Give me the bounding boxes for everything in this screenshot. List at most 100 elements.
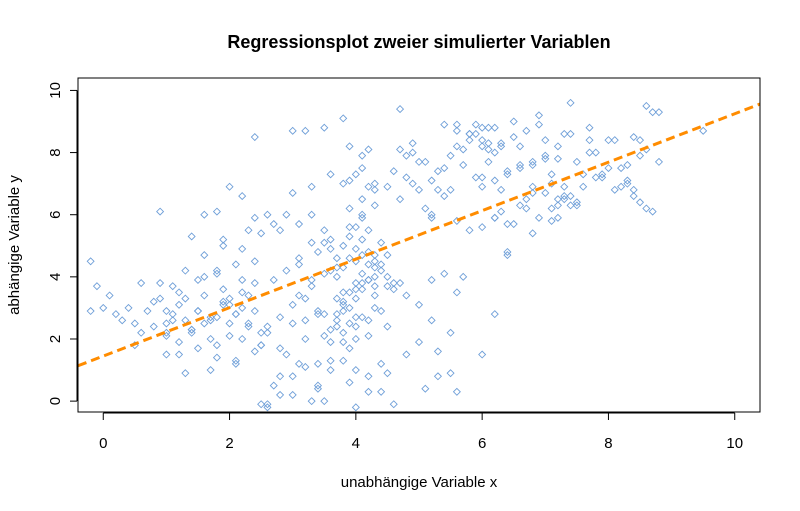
data-point <box>547 170 556 179</box>
data-point <box>490 176 499 185</box>
data-point <box>250 257 259 266</box>
data-point <box>282 210 291 219</box>
data-point <box>553 142 562 151</box>
data-point <box>320 331 329 340</box>
data-point <box>572 201 581 210</box>
data-point <box>345 204 354 213</box>
x-tick-label: 4 <box>352 435 360 452</box>
data-point <box>471 120 480 129</box>
data-point <box>212 341 221 350</box>
data-point <box>345 319 354 328</box>
data-point <box>478 142 487 151</box>
data-point <box>288 390 297 399</box>
y-tick-label: 2 <box>47 335 64 343</box>
y-tick-label: 10 <box>47 82 64 99</box>
data-point <box>452 387 461 396</box>
data-point <box>250 132 259 142</box>
data-point <box>598 173 607 182</box>
data-point <box>238 288 247 297</box>
data-point <box>206 313 215 322</box>
data-point <box>364 182 373 191</box>
data-point <box>370 179 379 188</box>
data-point <box>572 198 581 207</box>
data-point <box>370 291 379 300</box>
data-point <box>528 157 537 166</box>
data-point <box>332 263 341 272</box>
data-point <box>332 294 341 303</box>
data-point <box>522 204 531 213</box>
data-point <box>263 400 272 409</box>
data-point <box>490 310 499 319</box>
data-point <box>364 372 373 381</box>
data-point <box>446 369 455 378</box>
y-axis: 0 2 4 6 8 10 <box>47 82 78 405</box>
data-point <box>560 129 569 138</box>
data-point <box>623 176 632 185</box>
data-point <box>383 282 392 291</box>
data-point <box>276 372 285 381</box>
data-point <box>130 319 139 328</box>
data-point <box>187 328 196 337</box>
data-point <box>231 359 240 368</box>
data-point <box>459 272 468 281</box>
data-point <box>351 403 360 412</box>
data-point <box>471 129 480 138</box>
data-point <box>389 167 398 176</box>
data-point <box>534 213 544 222</box>
data-point <box>383 272 392 281</box>
data-point <box>307 282 316 291</box>
data-point <box>408 179 417 188</box>
data-point <box>257 341 266 350</box>
data-point <box>364 226 373 235</box>
data-point <box>212 266 221 275</box>
data-point <box>339 241 348 250</box>
data-point <box>459 145 468 154</box>
y-axis-label: abhängige Variable y <box>6 175 23 315</box>
data-point <box>364 387 373 396</box>
data-point <box>288 188 297 197</box>
data-point <box>635 198 645 207</box>
data-point <box>345 176 354 185</box>
data-point <box>263 328 272 337</box>
data-point <box>370 201 379 210</box>
data-point <box>351 244 360 253</box>
data-point <box>313 310 322 319</box>
data-point <box>200 210 209 219</box>
data-point <box>484 157 493 166</box>
data-point <box>149 297 158 306</box>
data-point <box>351 322 360 331</box>
data-point <box>351 313 360 322</box>
data-point <box>238 244 247 253</box>
data-point <box>162 306 171 316</box>
data-point <box>351 294 360 303</box>
data-point <box>528 229 537 238</box>
data-point <box>617 182 626 191</box>
data-point <box>345 254 354 263</box>
data-point <box>648 108 657 117</box>
data-point <box>326 325 335 334</box>
data-point <box>699 126 708 135</box>
data-point <box>358 210 367 219</box>
data-point <box>339 179 348 188</box>
data-point <box>503 167 512 176</box>
data-point <box>339 297 348 306</box>
x-tick-label: 0 <box>99 435 107 452</box>
data-point <box>339 114 348 123</box>
data-point <box>175 350 184 359</box>
data-point <box>396 105 405 114</box>
data-point <box>490 213 499 222</box>
data-point <box>339 288 348 297</box>
data-point <box>351 366 360 375</box>
data-point <box>345 288 354 297</box>
data-point <box>427 176 436 185</box>
data-point <box>351 285 360 294</box>
data-point <box>528 160 537 170</box>
data-point <box>490 213 499 222</box>
data-point <box>301 362 310 371</box>
data-point <box>257 400 266 409</box>
data-point <box>478 350 487 359</box>
data-point <box>414 300 424 309</box>
data-point <box>219 297 228 306</box>
data-point <box>250 213 259 222</box>
data-point <box>168 316 177 325</box>
